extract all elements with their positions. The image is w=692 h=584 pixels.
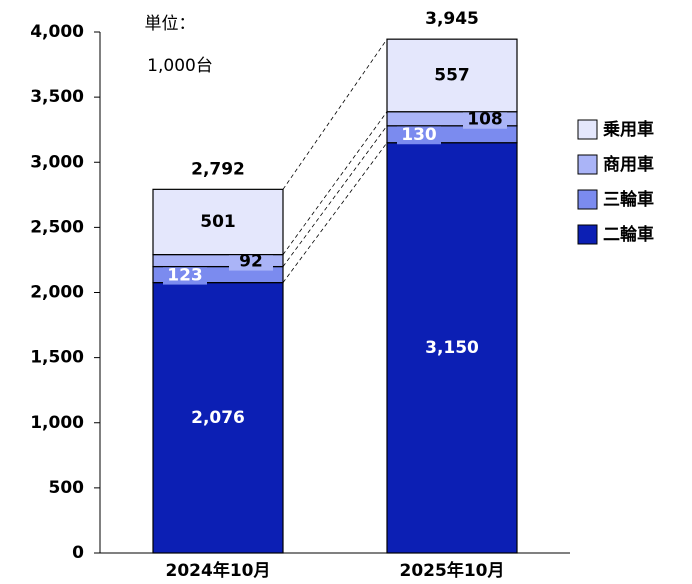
y-tick-label: 1,000 <box>30 413 84 433</box>
bar-segment <box>386 142 518 554</box>
legend-label: 二輪車 <box>603 224 654 245</box>
legend-swatch <box>577 119 598 140</box>
label-bg <box>397 124 441 145</box>
legend-swatch <box>577 224 598 245</box>
label-bg <box>229 250 273 271</box>
y-tick-label: 500 <box>49 478 85 498</box>
y-tick-label: 2,000 <box>30 283 84 303</box>
y-tick-label: 4,000 <box>30 22 84 42</box>
value-label: 2,076 <box>191 408 245 428</box>
bar-segment <box>152 188 284 256</box>
legend-label: 商用車 <box>603 154 654 175</box>
connector <box>282 125 388 267</box>
label-bg <box>163 264 207 285</box>
value-label: 3,150 <box>425 338 479 358</box>
label-bg <box>463 108 507 129</box>
x-tick-label: 2025年10月 <box>400 560 505 580</box>
value-label: 92 <box>239 252 263 272</box>
y-tick-label: 2,500 <box>30 217 84 237</box>
y-tick-label: 3,500 <box>30 87 84 107</box>
legend-swatch <box>577 154 598 175</box>
total-label: 3,945 <box>425 9 479 29</box>
connector <box>282 111 388 255</box>
bar-segment <box>386 38 518 113</box>
unit-annotation: 単位： <box>145 14 196 34</box>
bar-segment <box>152 282 284 554</box>
unit-annotation: 1,000台 <box>147 56 213 76</box>
connector <box>282 142 388 283</box>
value-label: 130 <box>401 125 437 145</box>
legend-label: 乗用車 <box>602 119 654 140</box>
value-label: 123 <box>167 266 203 286</box>
value-label: 557 <box>434 65 470 85</box>
legend-label: 三輪車 <box>603 189 654 210</box>
legend-swatch <box>577 189 598 210</box>
y-tick-label: 1,500 <box>30 348 84 368</box>
x-tick-label: 2024年10月 <box>166 560 271 580</box>
connector <box>282 38 388 190</box>
y-tick-label: 0 <box>72 543 84 563</box>
y-tick-label: 3,000 <box>30 152 84 172</box>
value-label: 501 <box>200 212 236 232</box>
total-label: 2,792 <box>191 159 245 179</box>
value-label: 108 <box>467 110 503 130</box>
